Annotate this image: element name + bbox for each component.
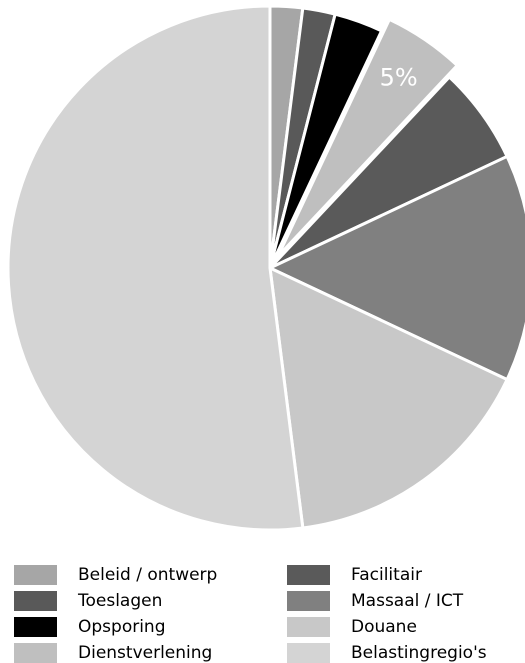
pie-slice [268, 12, 384, 269]
legend-swatch [287, 617, 330, 637]
pie-slice [268, 265, 510, 530]
legend-swatch [14, 565, 57, 585]
legend-label: Belastingregio's [351, 643, 487, 663]
pie-slice [266, 154, 525, 382]
legend-label: Toeslagen [77, 591, 162, 611]
legend-swatch [287, 643, 330, 663]
legend-label: Opsporing [78, 617, 166, 637]
pie-slice [276, 17, 460, 258]
legend-label: Massaal / ICT [351, 591, 464, 611]
legend-swatch [287, 565, 330, 585]
legend-label: Beleid / ontwerp [78, 565, 217, 585]
legend-label: Facilitair [351, 565, 422, 585]
pie-slice [6, 4, 305, 532]
value-label: 5% [380, 64, 418, 92]
legend-label: Dienstverlening [78, 643, 212, 663]
legend-swatch [14, 643, 57, 663]
legend-label: Douane [351, 617, 417, 637]
legend-swatch [14, 617, 57, 637]
legend-swatch [14, 591, 57, 611]
legend-swatch [287, 591, 330, 611]
